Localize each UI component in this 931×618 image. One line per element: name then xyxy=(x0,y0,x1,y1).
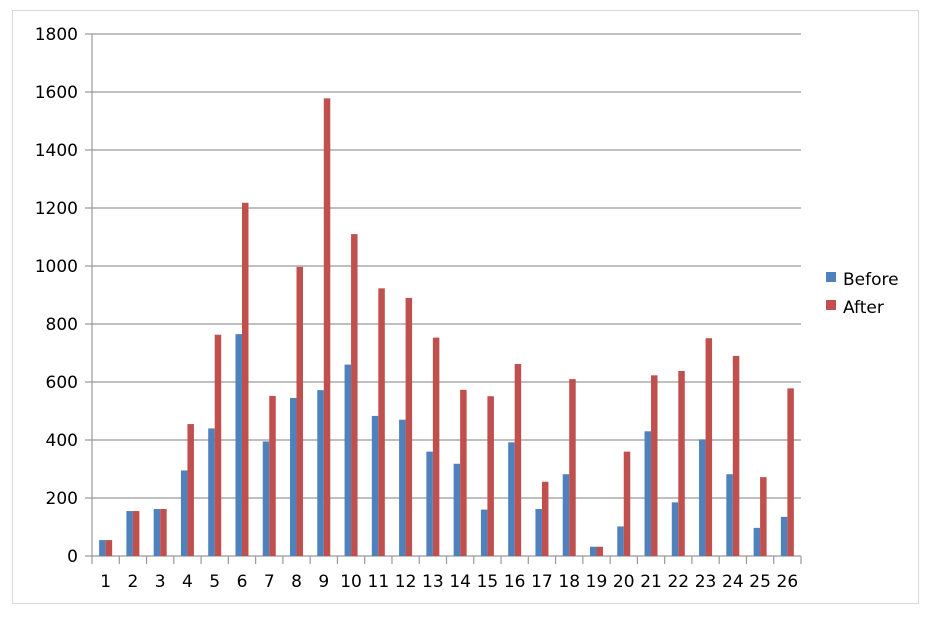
bar-after-13 xyxy=(432,337,440,556)
bar-before-12 xyxy=(399,419,406,556)
bar-after-15 xyxy=(487,396,494,556)
bar-before-11 xyxy=(371,415,379,556)
x-tick-label: 2 xyxy=(127,572,138,592)
bar-before-23 xyxy=(699,439,706,556)
y-tick-label: 400 xyxy=(46,431,78,451)
bar-after-8 xyxy=(296,266,304,556)
x-tick-label: 7 xyxy=(264,572,275,592)
bar-after-22 xyxy=(678,370,685,556)
gridlines xyxy=(92,33,801,499)
bar-after-26 xyxy=(787,388,794,556)
bar-after-14 xyxy=(460,389,467,556)
bar-before-18 xyxy=(562,474,570,556)
x-tick-label: 3 xyxy=(155,572,166,592)
bars xyxy=(99,98,794,556)
x-tick-label: 4 xyxy=(182,572,193,592)
x-tick-label: 22 xyxy=(667,572,689,592)
x-tick-label: 13 xyxy=(422,572,444,592)
bar-after-4 xyxy=(187,424,194,556)
y-axis: 0 200 400 600 800 1000 1200 1400 1600 1800 xyxy=(35,25,93,567)
bar-before-10 xyxy=(344,364,352,556)
bar-before-7 xyxy=(262,441,270,556)
legend-swatch-after xyxy=(826,300,836,310)
y-tick-label: 1400 xyxy=(35,141,78,161)
bar-after-5 xyxy=(214,334,222,556)
x-tick-label: 5 xyxy=(209,572,220,592)
bar-after-25 xyxy=(760,477,767,556)
legend-swatch-before xyxy=(826,272,836,282)
bar-before-6 xyxy=(235,334,242,556)
bar-before-9 xyxy=(317,390,324,556)
x-tick-label: 14 xyxy=(449,572,471,592)
bar-after-20 xyxy=(623,451,631,556)
x-tick-label: 8 xyxy=(291,572,302,592)
x-axis: 1 2 3 4 5 6 7 8 9 10 11 12 13 14 15 16 17 18 19 20 21 22 23 24 2… xyxy=(91,555,802,592)
bar-after-9 xyxy=(323,98,331,556)
bar-after-12 xyxy=(405,297,413,556)
bar-after-7 xyxy=(269,395,276,556)
bar-before-5 xyxy=(208,428,215,556)
x-tick-label: 26 xyxy=(777,572,799,592)
y-tick-label: 1800 xyxy=(35,25,78,45)
bar-after-2 xyxy=(132,511,140,556)
y-tick-label: 1000 xyxy=(35,257,78,277)
bar-before-22 xyxy=(671,502,679,556)
x-tick-label: 9 xyxy=(318,572,329,592)
y-tick-label: 1200 xyxy=(35,199,78,219)
x-tick-label: 11 xyxy=(368,572,390,592)
y-tick-label: 1600 xyxy=(35,83,78,103)
bar-after-3 xyxy=(160,509,167,556)
bar-after-17 xyxy=(541,481,549,556)
bar-before-8 xyxy=(290,397,297,556)
bar-before-19 xyxy=(589,546,597,556)
bar-before-17 xyxy=(535,509,542,556)
x-tick-label: 19 xyxy=(586,572,608,592)
x-tick-label: 16 xyxy=(504,572,526,592)
bar-before-21 xyxy=(644,431,652,556)
bar-before-20 xyxy=(617,526,624,556)
x-tick-label: 24 xyxy=(722,572,744,592)
legend: Before After xyxy=(826,270,899,318)
bar-after-10 xyxy=(351,234,358,556)
bar-after-18 xyxy=(569,379,576,556)
bar-before-13 xyxy=(426,451,433,556)
legend-label-before: Before xyxy=(843,270,899,290)
bar-after-23 xyxy=(705,338,713,556)
x-tick-label: 20 xyxy=(613,572,635,592)
bar-before-14 xyxy=(453,463,461,556)
y-tick-label: 0 xyxy=(67,547,78,567)
bar-before-15 xyxy=(480,509,488,556)
x-tick-label: 10 xyxy=(340,572,362,592)
bar-after-24 xyxy=(732,355,740,556)
bar-before-1 xyxy=(99,540,106,556)
bar-after-19 xyxy=(596,546,603,556)
legend-label-after: After xyxy=(843,298,884,318)
y-tick-label: 600 xyxy=(46,373,78,393)
bar-before-2 xyxy=(126,511,133,556)
bar-after-21 xyxy=(651,375,658,556)
bar-after-1 xyxy=(105,540,113,556)
bar-before-4 xyxy=(180,470,188,556)
x-tick-label: 15 xyxy=(477,572,499,592)
x-tick-label: 6 xyxy=(237,572,248,592)
bar-before-26 xyxy=(780,516,788,556)
x-tick-label: 23 xyxy=(695,572,717,592)
x-tick-label: 1 xyxy=(100,572,111,592)
x-tick-label: 12 xyxy=(395,572,417,592)
bar-after-16 xyxy=(514,364,522,556)
x-tick-label: 18 xyxy=(558,572,580,592)
x-tick-label: 25 xyxy=(749,572,771,592)
x-tick-label: 17 xyxy=(531,572,553,592)
x-tick-label: 21 xyxy=(640,572,662,592)
bar-before-25 xyxy=(753,527,761,556)
bar-after-6 xyxy=(241,202,249,556)
bar-before-16 xyxy=(508,442,515,556)
bar-before-24 xyxy=(726,474,733,556)
bar-before-3 xyxy=(153,509,161,556)
bar-after-11 xyxy=(378,288,385,556)
y-tick-label: 800 xyxy=(46,315,78,335)
y-tick-label: 200 xyxy=(46,489,78,509)
